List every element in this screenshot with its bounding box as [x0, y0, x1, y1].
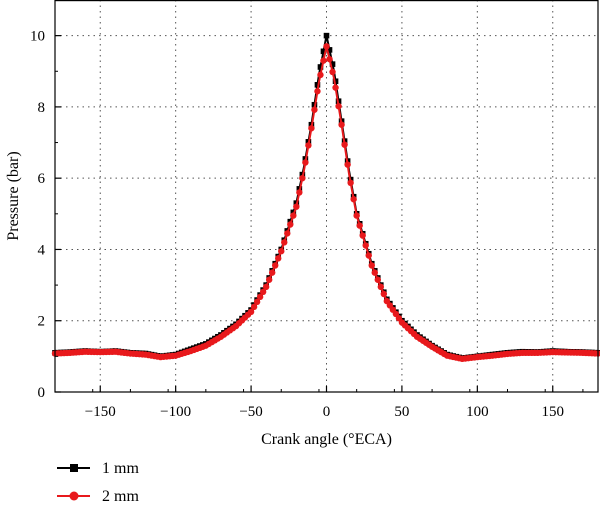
legend-label-2mm: 2 mm: [102, 488, 139, 505]
data-point: [299, 174, 306, 182]
data-point: [305, 142, 312, 149]
data-point: [317, 71, 324, 79]
data-point: [320, 57, 327, 64]
x-axis-title: Crank angle (°ECA): [261, 431, 392, 448]
data-point: [329, 61, 336, 67]
data-point: [296, 189, 303, 196]
data-point: [281, 239, 288, 246]
y-tick-label: 6: [38, 171, 46, 187]
data-point: [265, 276, 273, 283]
data-point: [253, 298, 261, 306]
legend-label-1mm: 1 mm: [102, 460, 139, 477]
data-point: [329, 68, 336, 76]
legend: 1 mm 2 mm: [57, 460, 139, 505]
data-point: [380, 290, 388, 298]
series-layer: [51, 32, 600, 363]
series-2mm: [51, 43, 600, 363]
data-point: [323, 43, 330, 50]
data-point: [332, 78, 339, 85]
legend-marker-2mm: [69, 491, 79, 501]
data-point: [278, 248, 285, 255]
data-point: [368, 262, 375, 269]
data-point: [350, 196, 357, 203]
data-point: [362, 242, 369, 249]
data-point: [311, 106, 318, 113]
data-point: [275, 255, 282, 262]
data-point: [374, 276, 381, 283]
data-point: [320, 48, 327, 55]
data-point: [287, 221, 294, 228]
data-point: [356, 222, 363, 229]
data-point: [326, 55, 333, 63]
data-point: [302, 159, 309, 166]
data-point: [250, 303, 258, 311]
data-point: [256, 293, 264, 301]
x-tick-label: 50: [394, 404, 409, 420]
y-axis-title: Pressure (bar): [5, 151, 22, 240]
legend-marker-1mm: [70, 464, 78, 472]
legend-item-1mm: 1 mm: [57, 460, 139, 477]
data-point: [290, 209, 297, 216]
y-tick-label: 2: [38, 314, 46, 330]
series-1mm: [52, 32, 600, 361]
data-point: [371, 269, 378, 276]
data-point: [272, 262, 279, 269]
data-point: [314, 82, 321, 88]
series-line: [54, 35, 599, 360]
data-point: [377, 283, 384, 291]
x-tick-label: −150: [85, 404, 116, 420]
x-tick-label: −100: [160, 404, 191, 420]
data-point: [332, 84, 339, 91]
data-point: [259, 288, 267, 296]
data-point: [365, 252, 372, 259]
data-point: [359, 232, 366, 239]
data-point: [353, 212, 360, 219]
x-tick-label: 150: [542, 404, 565, 420]
data-point: [293, 203, 300, 210]
tick-layer: −150 −100 −50 0 50 100 150 0 2 4 6 8 10: [30, 29, 584, 420]
data-point: [290, 212, 297, 219]
data-point: [314, 88, 321, 95]
data-point: [269, 269, 276, 276]
data-point: [335, 102, 342, 110]
data-point: [317, 64, 324, 70]
x-tick-label: 100: [466, 404, 489, 420]
data-point: [344, 161, 351, 168]
y-tick-label: 10: [30, 29, 45, 45]
y-tick-label: 0: [38, 385, 46, 401]
data-point: [284, 230, 291, 237]
data-point: [341, 141, 348, 148]
series-line: [54, 46, 599, 360]
data-point: [308, 125, 315, 132]
data-point: [347, 179, 354, 187]
x-tick-label: −50: [239, 404, 262, 420]
y-tick-label: 4: [38, 242, 46, 258]
legend-item-2mm: 2 mm: [57, 488, 139, 505]
data-point: [262, 283, 270, 291]
data-point: [247, 308, 255, 316]
data-point: [326, 47, 333, 53]
grid-layer: [55, 0, 598, 392]
y-tick-label: 8: [38, 100, 46, 116]
data-point: [323, 32, 330, 39]
x-tick-label: 0: [323, 404, 331, 420]
data-point: [338, 121, 345, 128]
